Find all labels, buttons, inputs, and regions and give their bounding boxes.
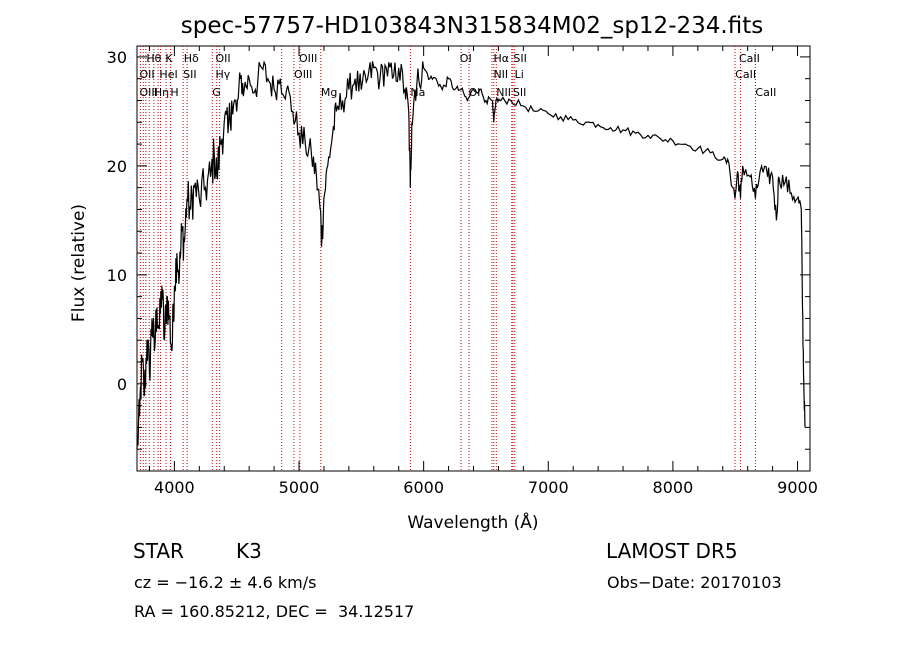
spectrum-series-line [136,60,806,450]
object-subclass: K3 [236,539,262,563]
y-tick-label: 0 [117,375,127,394]
line-label-23: OI [469,86,481,99]
line-label-12: Hγ [216,68,231,81]
y-axis-ticks: 0 10 20 30 [107,48,810,450]
line-label-8: CaII [739,52,760,65]
line-label-21: Mg [321,86,337,99]
y-tick-label: 20 [107,157,127,176]
x-tick-label: 5000 [279,478,320,497]
line-label-13: OIII [294,68,312,81]
x-tick-label: 7000 [528,478,569,497]
line-label-4: OIII [299,52,317,65]
redshift-velocity: cz = −16.2 ± 4.6 km/s [134,573,317,592]
y-tick-label: 10 [107,266,127,285]
line-label-22: Na [410,86,425,99]
line-label-6: Hα [493,52,509,65]
x-tick-label: 4000 [154,478,195,497]
line-label-14: NII [493,68,508,81]
x-tick-label: 9000 [777,478,818,497]
line-label-11: SII [183,68,196,81]
line-label-15: Li [515,68,524,81]
plot-frame [136,45,811,472]
line-label-17: OIII [139,86,157,99]
line-label-24: NII [496,86,511,99]
observation-date: Obs−Date: 20170103 [607,573,782,592]
line-label-5: OI [460,52,472,65]
line-label-1: K [165,52,173,65]
line-label-25: SII [513,86,526,99]
line-label-3: OII [216,52,231,65]
line-label-7: SII [513,52,526,65]
line-label-16: CaII [735,68,756,81]
line-label-0: Hθ [146,52,161,65]
line-label-10: HeI [159,68,177,81]
y-axis-label: Flux (relative) [69,204,89,322]
x-axis-ticks: 4000 5000 6000 7000 8000 9000 [148,46,818,497]
y-tick-label: 30 [107,48,127,67]
line-label-2: Hδ [184,52,199,65]
x-axis-label: Wavelength (Å) [407,511,538,533]
coordinates: RA = 160.85212, DEC = 34.12517 [134,602,415,621]
line-label-18: Hη [154,86,169,99]
chart-title: spec-57757-HD103843N315834M02_sp12-234.f… [181,13,763,39]
object-class: STAR [133,539,184,563]
line-label-19: H [170,86,178,99]
line-label-26: CaII [755,86,776,99]
line-label-9: OII [139,68,154,81]
survey-name: LAMOST DR5 [606,539,738,563]
x-tick-label: 6000 [403,478,444,497]
line-labels: Hθ K Hδ OII OIII OI Hα SII CaII OII HeI SII Hγ OIII NI… [139,52,776,99]
x-tick-label: 8000 [653,478,694,497]
line-label-20: G [212,86,221,99]
